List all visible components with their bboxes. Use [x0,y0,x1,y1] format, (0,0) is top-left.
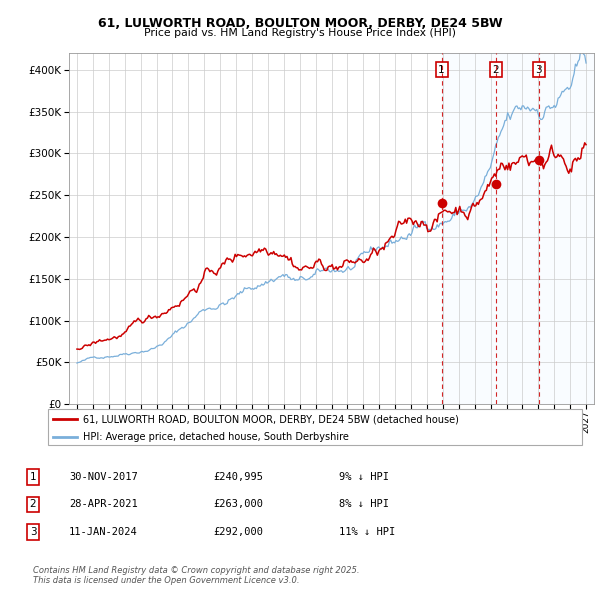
Text: HPI: Average price, detached house, South Derbyshire: HPI: Average price, detached house, Sout… [83,432,349,442]
Text: 2: 2 [29,500,37,509]
Text: 28-APR-2021: 28-APR-2021 [69,500,138,509]
Text: 1: 1 [438,65,445,75]
Text: 61, LULWORTH ROAD, BOULTON MOOR, DERBY, DE24 5BW (detached house): 61, LULWORTH ROAD, BOULTON MOOR, DERBY, … [83,414,458,424]
Text: £240,995: £240,995 [213,472,263,481]
Text: 11-JAN-2024: 11-JAN-2024 [69,527,138,537]
Text: Contains HM Land Registry data © Crown copyright and database right 2025.
This d: Contains HM Land Registry data © Crown c… [33,566,359,585]
Text: 2: 2 [493,65,499,75]
Text: 3: 3 [535,65,542,75]
Text: £292,000: £292,000 [213,527,263,537]
Text: 8% ↓ HPI: 8% ↓ HPI [339,500,389,509]
Text: 11% ↓ HPI: 11% ↓ HPI [339,527,395,537]
Text: 1: 1 [29,472,37,481]
Bar [442,53,594,404]
Text: 9% ↓ HPI: 9% ↓ HPI [339,472,389,481]
Text: 3: 3 [29,527,37,537]
Text: Price paid vs. HM Land Registry's House Price Index (HPI): Price paid vs. HM Land Registry's House … [144,28,456,38]
Text: 30-NOV-2017: 30-NOV-2017 [69,472,138,481]
FancyBboxPatch shape [48,409,582,445]
Text: £263,000: £263,000 [213,500,263,509]
Text: 61, LULWORTH ROAD, BOULTON MOOR, DERBY, DE24 5BW: 61, LULWORTH ROAD, BOULTON MOOR, DERBY, … [98,17,502,30]
